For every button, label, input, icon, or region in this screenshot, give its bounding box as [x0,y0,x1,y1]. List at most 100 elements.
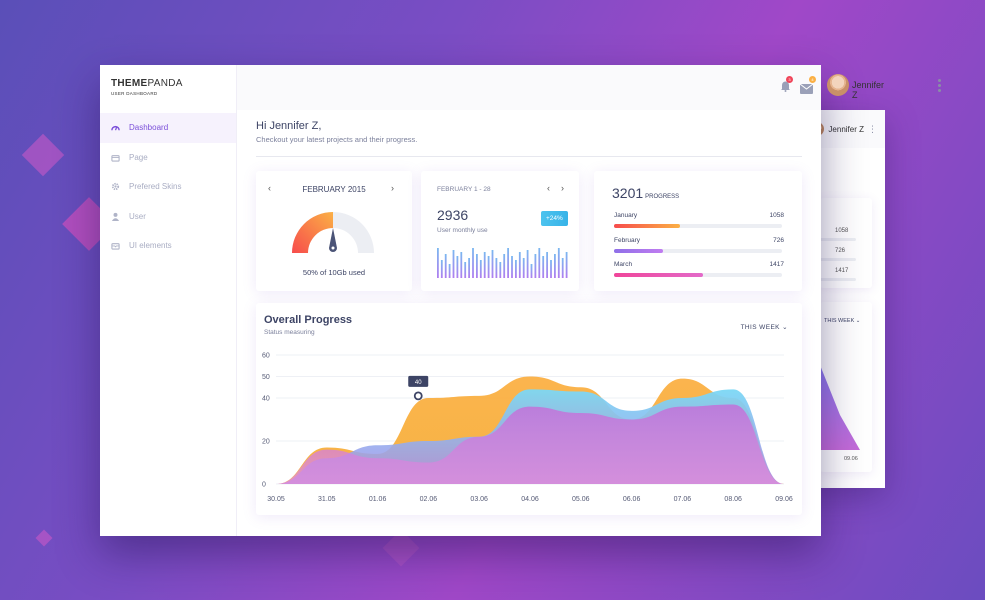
progress-card: 3201 PROGRESS January 1058 February 726 M… [594,171,802,291]
sparkline-bar [479,260,482,278]
prev-month-button[interactable]: ‹ [268,183,271,193]
brand-subtitle: USER DASHBOARD [111,91,158,96]
notifications-button[interactable]: 3 [780,76,793,97]
chevron-down-icon: ⌄ [782,324,788,331]
brand-light: PANDA [147,78,183,89]
usage-sparkline [437,248,568,278]
sparkline-bar [507,248,509,278]
back-axis-label: 09.06 [844,456,858,462]
progress-value: 1058 [769,212,784,219]
next-range-button[interactable]: › [561,183,564,193]
bell-icon [781,81,790,92]
overall-progress-chart: 0 20 40 50 60 30.05 31.05 01.06 02.06 03.06 04.06 0… [262,353,793,504]
sidebar-item-ui-elements[interactable]: UI elements [100,231,236,261]
usage-change-badge: +24% [541,211,568,226]
sparkline-bar [491,250,494,278]
sparkline-bar [511,256,513,278]
progress-value: 1417 [769,261,784,268]
sidebar-item-dashboard[interactable]: Dashboard [100,113,236,143]
progress-month: February [614,237,641,244]
y-tick-label: 60 [262,353,270,360]
user-name[interactable]: Jennifer Z [852,80,885,100]
gauge-needle [329,228,337,252]
brand-bold: THEME [111,78,148,89]
series-area [276,404,784,484]
prev-range-button[interactable]: ‹ [547,183,550,193]
sidebar-item-label: Dashboard [129,123,169,133]
sparkline-bar [437,248,439,278]
month-label: FEBRUARY 2015 [302,185,366,194]
sparkline-bar [534,254,537,278]
sparkline-bar [522,258,525,278]
progress-fill [614,249,663,253]
y-tick-label: 50 [262,374,270,381]
y-tick-label: 0 [262,482,266,489]
avatar[interactable] [827,74,849,96]
sidebar: THEMEPANDA USER DASHBOARD Dashboard Page… [100,65,237,536]
logo[interactable]: THEMEPANDA USER DASHBOARD [100,65,236,113]
dashboard-icon [111,126,120,131]
sidebar-item-label: UI elements [129,241,172,251]
content: Hi Jennifer Z, Checkout your latest proj… [237,110,821,536]
sparkline-bar [546,252,548,278]
sparkline-bar [448,264,451,278]
sparkline-bar [515,260,517,278]
x-tick-label: 07.06 [674,496,692,503]
sidebar-item-user[interactable]: User [100,202,236,232]
notifications-badge: 3 [786,76,793,83]
sparkline-bar [526,250,529,278]
storage-caption: 50% of 10Gb used [302,268,366,277]
progress-month: January [614,212,638,219]
sidebar-item-page[interactable]: Page [100,143,236,173]
tooltip-marker[interactable] [413,391,423,401]
tooltip-box [408,375,429,387]
progress-bar-february [614,249,782,253]
sparkline-bar [495,258,498,278]
sparkline-bar [456,256,459,278]
x-tick-label: 03.06 [470,496,488,503]
sparkline-bar [460,252,463,278]
sparkline-bar [554,254,556,278]
messages-button[interactable]: 4 [799,76,816,99]
greeting-subtitle: Checkout your latest projects and their … [256,135,418,144]
next-month-button[interactable]: › [391,183,394,193]
back-progress-card [820,198,872,288]
progress-month: March [614,261,633,268]
x-tick-label: 05.06 [572,496,590,503]
sparkline-bar [530,264,533,278]
sparkline-bar [542,256,545,278]
sparkline-bar [538,248,541,278]
progress-label: PROGRESS [645,194,680,200]
x-tick-label: 04.06 [521,496,539,503]
back-value: 1058 [835,228,849,234]
background-diamond [35,529,53,547]
more-menu-button[interactable] [938,79,941,94]
sparkline-bar [468,258,470,278]
x-tick-label: 30.05 [267,496,285,503]
storage-card: ‹ FEBRUARY 2015 › 50% of 10Gb used [256,171,412,291]
sidebar-item-label: User [129,211,146,221]
page-icon [111,154,120,162]
period-dropdown[interactable]: THIS WEEK ⌄ [741,323,788,331]
back-value: 1417 [835,268,849,274]
progress-total: 3201 PROGRESS [612,185,679,201]
storage-gauge [292,212,374,253]
sparkline-bar [550,260,552,278]
back-period: THIS WEEK ⌄ [824,318,861,324]
progress-total-value: 3201 [612,185,644,201]
sidebar-item-skins[interactable]: Prefered Skins [100,172,236,202]
back-value: 726 [835,248,846,254]
period-label: THIS WEEK [740,324,780,331]
sidebar-item-label: Prefered Skins [129,182,182,192]
main-area: 3 4 Jennifer Z Hi Jennifer Z, Checkout y… [237,65,941,536]
sparkline-bar [452,250,455,278]
overall-progress-card: Overall Progress Status measuring THIS W… [256,303,802,515]
progress-bar-january [614,224,782,228]
sparkline-bar [561,258,564,278]
x-tick-label: 06.06 [623,496,641,503]
progress-bar-march [614,273,782,277]
divider [256,156,802,157]
y-tick-label: 40 [262,396,270,403]
usage-range: FEBRUARY 1 - 28 [437,186,491,193]
chart-title: Overall Progress [264,314,353,326]
